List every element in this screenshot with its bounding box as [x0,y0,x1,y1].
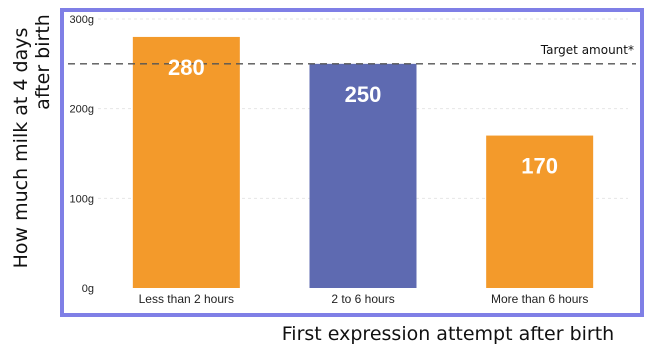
label-layer: 0g 100g 200g 300g 280 Less than 2 hours 250 2 t… [70,14,589,306]
bar-layer [132,36,594,289]
y-axis-title-line-1: How much milk at 4 days [10,28,32,269]
bar-value-label: 250 [345,82,382,107]
y-tick-label: 300g [70,14,94,26]
target-reference-label: Target amount* [540,43,634,57]
bar-value-label: 170 [521,154,558,179]
y-tick-label: 0g [82,283,94,295]
y-tick-label: 100g [70,193,94,205]
bar [486,135,594,288]
reference-layer: Target amount* [68,43,636,65]
y-axis-title-line-2: after birth [32,14,54,110]
x-tick-label: Less than 2 hours [139,292,234,306]
y-tick-label: 200g [70,104,94,116]
bar [132,36,240,288]
x-tick-label: More than 6 hours [491,292,588,306]
x-axis-title: First expression attempt after birth [282,323,614,345]
bar-value-label: 280 [168,55,205,80]
x-tick-label: 2 to 6 hours [331,292,394,306]
bar [309,63,417,289]
